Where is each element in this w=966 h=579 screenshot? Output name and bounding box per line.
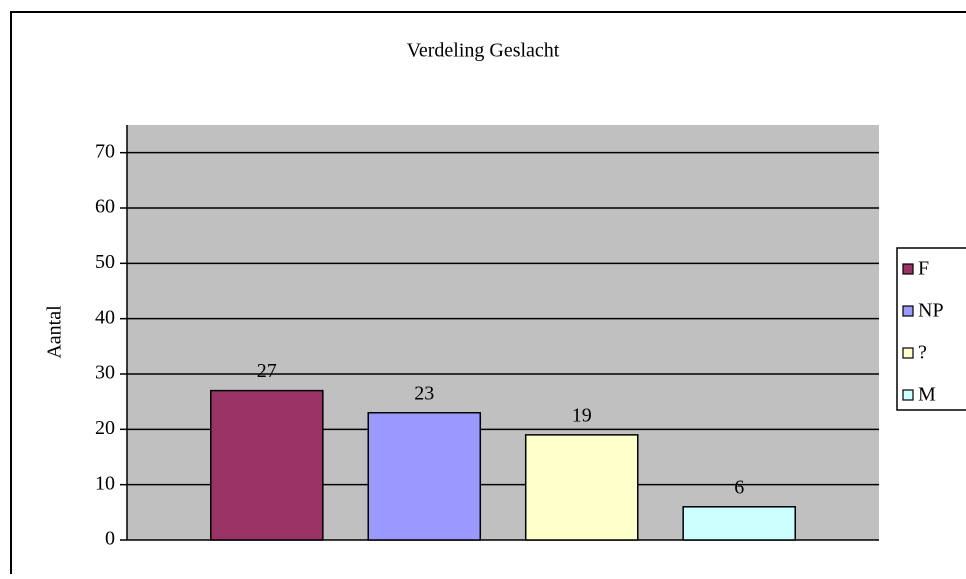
legend-label: NP (918, 300, 944, 322)
legend-label: M (918, 384, 936, 406)
legend-box (896, 247, 966, 411)
legend-label: F (918, 258, 929, 280)
y-tick-label: 40 (95, 306, 115, 328)
y-tick-label: 30 (95, 362, 115, 384)
y-tick-label: 10 (95, 472, 115, 494)
y-tick-label: 20 (95, 417, 115, 439)
data-label: 19 (572, 404, 592, 426)
chart-title: Verdeling Geslacht (407, 40, 560, 62)
y-tick-label: 50 (95, 251, 115, 273)
bar (682, 506, 796, 541)
data-label: 6 (734, 476, 744, 498)
data-label: 23 (414, 382, 434, 404)
legend-swatch (902, 347, 914, 359)
legend-label: ? (918, 342, 927, 364)
legend-swatch (902, 263, 914, 275)
y-tick-label: 60 (95, 196, 115, 218)
bar (367, 411, 482, 541)
bar (210, 389, 324, 541)
y-tick-label: 0 (105, 528, 115, 550)
data-label: 27 (257, 360, 277, 382)
bar (524, 434, 639, 541)
y-tick-label: 70 (95, 140, 115, 162)
legend-swatch (902, 389, 914, 401)
y-axis-label: Aantal (44, 305, 66, 359)
legend-swatch (902, 305, 914, 317)
